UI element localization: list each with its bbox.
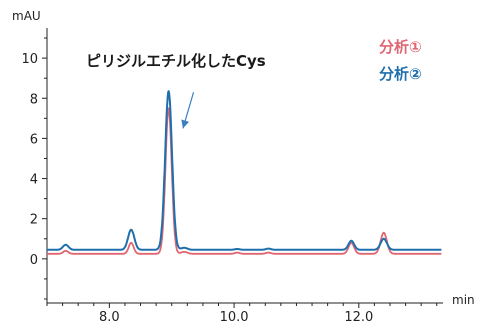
legend: 分析① 分析② (379, 38, 422, 83)
y-tick-label: 10 (21, 52, 38, 67)
annotation-layer: ピリジルエチル化したCys (86, 52, 266, 129)
x-tick-label: 12.0 (344, 310, 373, 323)
y-tick-label: 4 (30, 173, 38, 188)
y-tick-label: 6 (30, 132, 38, 147)
annotation-label: ピリジルエチル化したCys (86, 52, 266, 70)
series-line-2 (46, 90, 443, 251)
y-tick-label: 8 (30, 92, 38, 107)
x-tick-label: 8.0 (99, 310, 120, 323)
series-line-1 (46, 107, 442, 255)
x-tick-label: 10.0 (220, 310, 249, 323)
y-tick-label: 0 (30, 253, 38, 268)
y-unit-label: mAU (12, 9, 41, 23)
legend-entry-1: 分析① (379, 38, 422, 56)
legend-entry-2: 分析② (379, 65, 422, 83)
annotation-arrow-head (181, 119, 190, 129)
y-tick-label: 2 (30, 213, 38, 228)
axes-layer: 0 2 4 6 8 10 8.0 10.0 12.0 (21, 28, 443, 325)
x-unit-label: min (452, 293, 475, 307)
series-layer (46, 90, 443, 255)
